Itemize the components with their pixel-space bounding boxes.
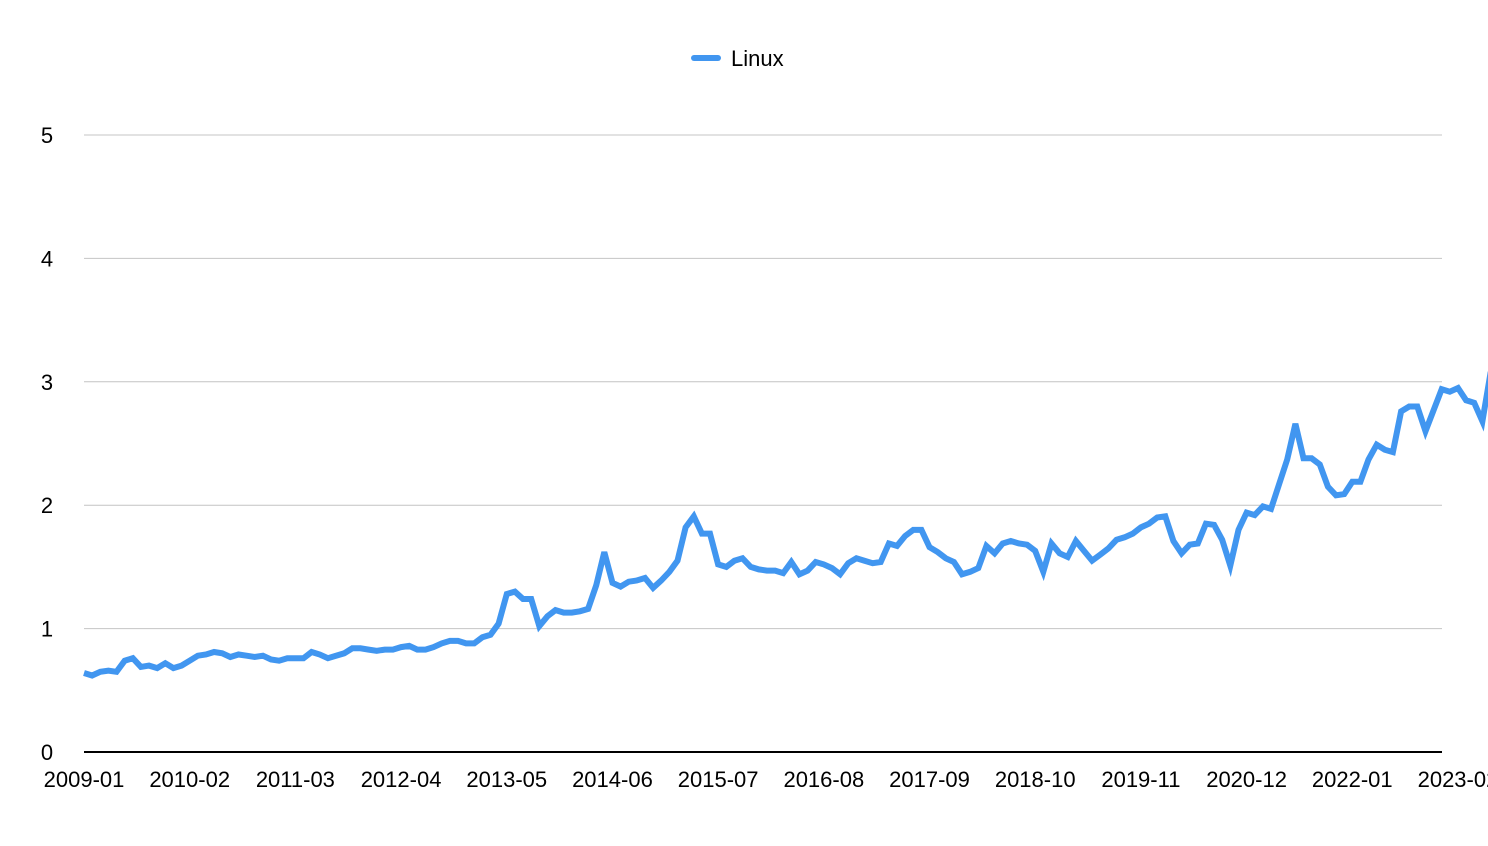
x-tick-label: 2016-08 [783, 767, 864, 792]
x-tick-label: 2013-05 [466, 767, 547, 792]
y-axis-tick-labels: 0 1 2 3 4 5 [41, 123, 53, 765]
x-tick-label: 2009-01 [44, 767, 125, 792]
legend: Linux [691, 46, 784, 71]
x-tick-label: 2017-09 [889, 767, 970, 792]
x-tick-label: 2022-01 [1312, 767, 1393, 792]
y-tick-label: 0 [41, 740, 53, 765]
y-tick-label: 5 [41, 123, 53, 148]
x-tick-label: 2014-06 [572, 767, 653, 792]
y-tick-label: 2 [41, 493, 53, 518]
x-tick-label: 2023-02 [1418, 767, 1488, 792]
series-line-linux [83, 371, 1488, 679]
legend-label-linux: Linux [731, 46, 784, 71]
x-tick-label: 2012-04 [361, 767, 442, 792]
series-lines [83, 371, 1488, 679]
x-tick-label: 2020-12 [1206, 767, 1287, 792]
y-tick-label: 4 [41, 246, 53, 271]
gridlines [84, 134, 1442, 630]
x-axis-tick-labels: 2009-01 2010-02 2011-03 2012-04 2013-05 2014-… [44, 767, 1488, 792]
y-tick-label: 1 [41, 617, 53, 642]
x-tick-label: 2019-11 [1101, 767, 1180, 792]
x-tick-label: 2018-10 [995, 767, 1076, 792]
y-tick-label: 3 [41, 370, 53, 395]
x-tick-label: 2015-07 [678, 767, 759, 792]
x-tick-label: 2010-02 [149, 767, 230, 792]
x-tick-label: 2011-03 [256, 767, 335, 792]
